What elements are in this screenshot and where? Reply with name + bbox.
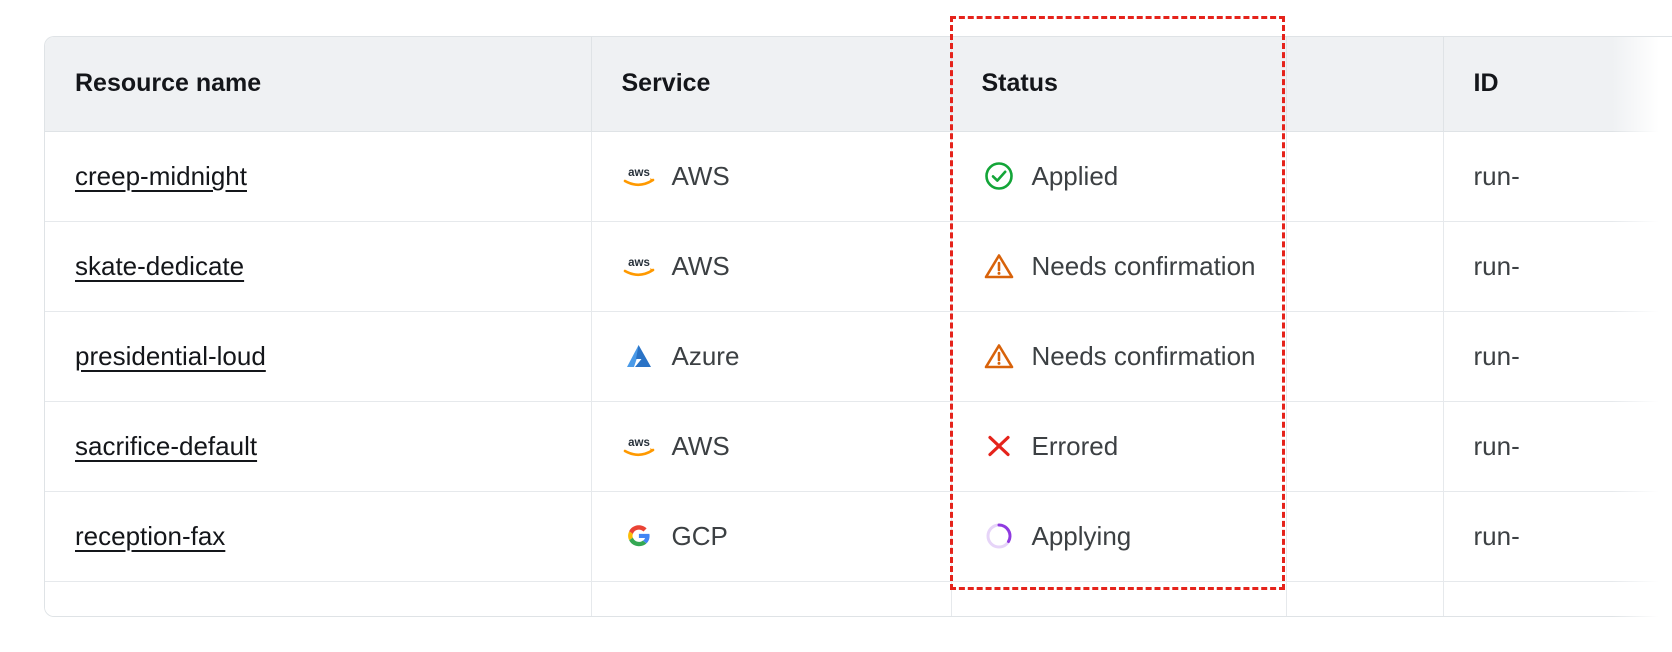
cell-service: aws AWS bbox=[591, 221, 952, 312]
column-header-service[interactable]: Service bbox=[591, 37, 952, 132]
cell-id: run- bbox=[1443, 491, 1672, 582]
cell-resource-name: presidential-loud bbox=[45, 311, 592, 402]
warning-triangle-icon bbox=[984, 344, 1013, 369]
warning-triangle-icon bbox=[982, 339, 1016, 373]
aws-logo-icon: aws bbox=[622, 159, 656, 193]
status-label: Needs confirmation bbox=[1031, 340, 1256, 371]
table-row[interactable]: skate-dedicate aws AWS Needs confirmatio… bbox=[45, 221, 1672, 312]
service-label: Azure bbox=[671, 340, 740, 371]
table-body: creep-midnight aws AWS Applied run- skat… bbox=[45, 131, 1672, 616]
status-label: Applied bbox=[1031, 160, 1119, 191]
table-header: Resource name Service Status ID bbox=[45, 37, 1672, 132]
cell-id: run- bbox=[1443, 401, 1672, 492]
cell-blank bbox=[1286, 221, 1444, 312]
cell-service: GCP bbox=[591, 491, 952, 582]
resources-table: Resource name Service Status ID creep-mi… bbox=[45, 37, 1672, 616]
aws-logo-icon: aws bbox=[623, 437, 654, 457]
column-header-blank bbox=[1286, 37, 1444, 132]
aws-logo-icon: aws bbox=[622, 429, 656, 463]
warning-triangle-icon bbox=[982, 249, 1016, 283]
warning-triangle-icon bbox=[984, 254, 1013, 279]
cell-blank bbox=[1286, 401, 1444, 492]
cell-blank bbox=[1286, 311, 1444, 402]
azure-logo-icon bbox=[622, 339, 656, 373]
cell-id: run- bbox=[1443, 311, 1672, 402]
resource-name-link[interactable]: sacrifice-default bbox=[75, 430, 258, 461]
svg-text:aws: aws bbox=[628, 167, 650, 179]
table-row-partial[interactable] bbox=[45, 581, 1672, 616]
cell-service: Azure bbox=[591, 311, 952, 402]
cell-status: Applying bbox=[951, 491, 1287, 582]
cell-resource-name: creep-midnight bbox=[45, 131, 592, 222]
check-circle-icon bbox=[984, 162, 1013, 190]
table-row[interactable]: presidential-loud Azure Needs confirmati… bbox=[45, 311, 1672, 402]
check-circle-icon bbox=[982, 159, 1016, 193]
service-label: AWS bbox=[671, 430, 730, 461]
cell-resource-name: sacrifice-default bbox=[45, 401, 592, 492]
aws-logo-icon: aws bbox=[622, 249, 656, 283]
cell-status bbox=[951, 581, 1287, 616]
table-row[interactable]: sacrifice-default aws AWS Errored run- bbox=[45, 401, 1672, 492]
run-id-text: run- bbox=[1473, 520, 1520, 551]
service-label: AWS bbox=[671, 250, 730, 281]
spinner-icon bbox=[982, 519, 1016, 553]
resources-table-container: Resource name Service Status ID creep-mi… bbox=[44, 36, 1672, 617]
cell-service: aws AWS bbox=[591, 131, 952, 222]
spinner-icon bbox=[986, 523, 1011, 549]
aws-logo-icon: aws bbox=[623, 257, 654, 277]
status-label: Applying bbox=[1031, 520, 1132, 551]
x-mark-icon bbox=[987, 435, 1010, 457]
cell-id: run- bbox=[1443, 221, 1672, 312]
run-id-text: run- bbox=[1473, 430, 1520, 461]
cell-id bbox=[1443, 581, 1672, 616]
cell-resource-name bbox=[45, 581, 592, 616]
resource-name-link[interactable]: skate-dedicate bbox=[75, 250, 245, 281]
table-row[interactable]: reception-fax GCP Applying run- bbox=[45, 491, 1672, 582]
resource-name-link[interactable]: reception-fax bbox=[75, 520, 226, 551]
azure-logo-icon bbox=[626, 345, 651, 367]
gcp-logo-icon bbox=[622, 519, 656, 553]
x-mark-icon bbox=[982, 429, 1016, 463]
resource-name-link[interactable]: creep-midnight bbox=[75, 160, 247, 191]
column-header-resource-name[interactable]: Resource name bbox=[45, 37, 592, 132]
cell-resource-name: reception-fax bbox=[45, 491, 592, 582]
column-header-status[interactable]: Status bbox=[951, 37, 1287, 132]
cell-status: Applied bbox=[951, 131, 1287, 222]
gcp-logo-icon bbox=[627, 525, 650, 547]
cell-resource-name: skate-dedicate bbox=[45, 221, 592, 312]
cell-status: Needs confirmation bbox=[951, 221, 1287, 312]
table-header-row: Resource name Service Status ID bbox=[45, 37, 1672, 132]
cell-status: Needs confirmation bbox=[951, 311, 1287, 402]
cell-id: run- bbox=[1443, 131, 1672, 222]
cell-blank bbox=[1286, 131, 1444, 222]
status-label: Needs confirmation bbox=[1031, 250, 1256, 281]
cell-status: Errored bbox=[951, 401, 1287, 492]
table-row[interactable]: creep-midnight aws AWS Applied run- bbox=[45, 131, 1672, 222]
run-id-text: run- bbox=[1473, 340, 1520, 371]
column-header-id[interactable]: ID bbox=[1443, 37, 1672, 132]
cell-service: aws AWS bbox=[591, 401, 952, 492]
resource-name-link[interactable]: presidential-loud bbox=[75, 340, 266, 371]
service-label: AWS bbox=[671, 160, 730, 191]
status-label: Errored bbox=[1031, 430, 1119, 461]
svg-text:aws: aws bbox=[628, 437, 650, 449]
cell-blank bbox=[1286, 491, 1444, 582]
service-label: GCP bbox=[671, 520, 728, 551]
cell-blank bbox=[1286, 581, 1444, 616]
cell-service bbox=[591, 581, 952, 616]
run-id-text: run- bbox=[1473, 250, 1520, 281]
svg-text:aws: aws bbox=[628, 257, 650, 269]
run-id-text: run- bbox=[1473, 160, 1520, 191]
aws-logo-icon: aws bbox=[623, 167, 654, 187]
